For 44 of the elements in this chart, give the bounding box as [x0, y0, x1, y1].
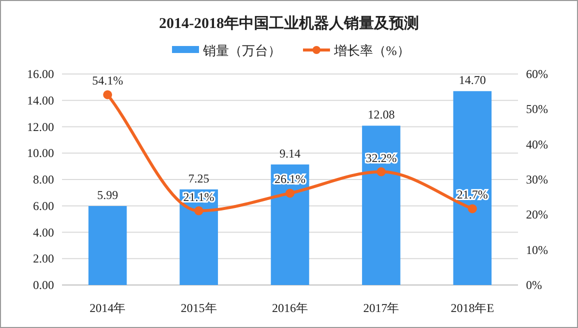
chart-title: 2014-2018年中国工业机器人销量及预测	[159, 15, 419, 32]
bar	[453, 91, 492, 285]
point	[103, 90, 112, 100]
data-label: 21.7%	[456, 188, 488, 202]
data-label: 12.08	[368, 108, 395, 122]
x-tick-label: 2014年	[90, 301, 126, 315]
legend-label: 增长率（%）	[333, 43, 410, 58]
data-label: 7.25	[188, 171, 210, 186]
y2-tick-label: 60%	[526, 67, 548, 81]
y-tick-label: 2.00	[33, 252, 54, 266]
data-label: 54.1%	[92, 74, 124, 88]
point	[194, 206, 204, 216]
x-tick-label: 2016年	[272, 301, 308, 315]
data-label: 26.1%	[274, 172, 306, 186]
y-tick-label: 6.00	[33, 198, 54, 213]
y-tick-label: 10.00	[27, 146, 54, 160]
data-label: 32.2%	[366, 150, 397, 165]
point	[376, 167, 386, 176]
point	[286, 188, 294, 198]
y2-tick-label: 50%	[526, 102, 548, 116]
x-tick-label: 2015年	[180, 301, 217, 315]
x-tick-label: 2018年E	[450, 301, 494, 315]
data-label: 21.1%	[183, 190, 214, 204]
y-tick-label: 8.00	[33, 172, 54, 186]
data-label: 5.99	[97, 188, 118, 202]
y-tick-label: 4.00	[33, 225, 54, 240]
y2-tick-label: 20%	[526, 208, 548, 222]
bar	[180, 189, 218, 285]
data-label: 9.14	[280, 146, 300, 160]
bar	[88, 206, 127, 285]
y2-tick-label: 30%	[526, 172, 548, 186]
y2-tick-label: 10%	[526, 242, 548, 257]
y-tick-label: 16.00	[27, 67, 54, 81]
bar	[362, 126, 400, 285]
data-label: 14.70	[458, 73, 486, 88]
y-tick-label: 12.00	[27, 120, 54, 134]
bar	[270, 164, 310, 285]
y2-tick-label: 0%	[526, 278, 542, 292]
x-tick-label: 2017年	[363, 301, 400, 315]
y-tick-label: 14.00	[27, 93, 54, 108]
point	[468, 204, 477, 214]
y-tick-label: 0.00	[33, 278, 54, 292]
legend-label: 销量（万台）	[202, 43, 281, 58]
y2-tick-label: 40%	[526, 137, 548, 152]
